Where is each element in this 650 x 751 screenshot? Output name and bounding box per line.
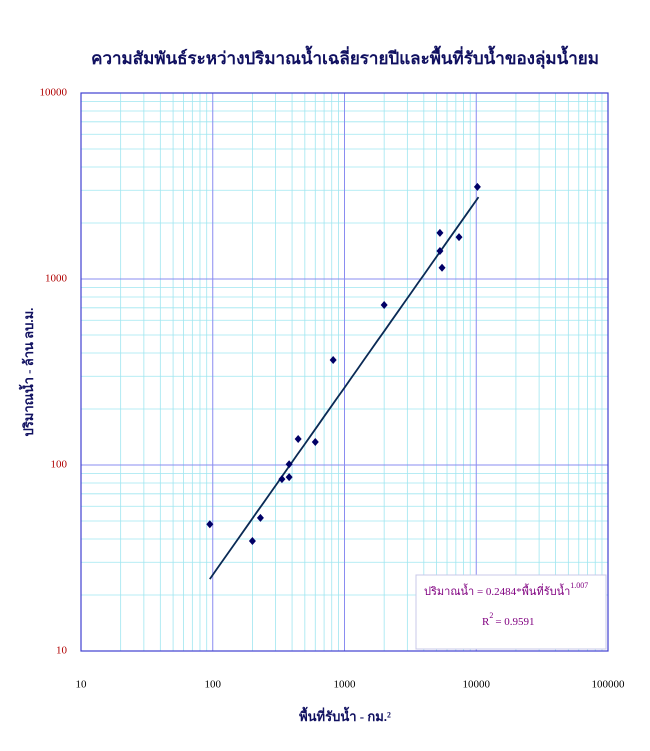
x-tick-label: 10 [76,679,88,691]
equation: ปริมาณน้ำ = 0.2484*พื้นที่รับน้ำ1.007 [424,581,588,598]
r-squared-value: = 0.9591 [495,616,534,628]
data-point [436,228,444,237]
data-point [473,182,481,191]
data-point [285,460,293,469]
x-tick-label: 100000 [592,679,626,691]
data-point [455,233,463,242]
x-tick-label: 10000 [463,679,491,691]
y-tick-label: 100 [51,459,68,471]
plot-border [80,92,609,652]
data-point [436,246,444,255]
y-tick-label: 10 [56,645,68,657]
r-squared-label: R [482,616,490,628]
data-point [294,434,302,443]
r-squared: R2= 0.9591 [482,611,535,628]
r-squared-power: 2 [489,611,493,620]
x-tick-label: 1000 [334,679,357,691]
equation-box [415,574,607,650]
data-point [256,513,264,522]
y-tick-label: 10000 [40,87,68,99]
data-point [285,473,293,482]
data-point [206,520,214,529]
data-point [380,300,388,309]
marks: ปริมาณน้ำ = 0.2484*พื้นที่รับน้ำ1.007 R2=… [206,182,607,650]
data-point [248,537,256,546]
data-point [278,475,286,484]
x-axis-title: พื้นที่รับน้ำ - กม.² [299,706,391,724]
data-point [438,263,446,272]
x-tick-label: 100 [205,679,222,691]
grid [80,92,609,652]
data-point [329,355,337,364]
trendline [209,196,480,580]
equation-power: 1.007 [570,581,588,590]
y-tick-label: 1000 [45,273,68,285]
chart-title: ความสัมพันธ์ระหว่างปริมาณน้ำเฉลี่ยรายปีแ… [91,45,599,69]
equation-text: ปริมาณน้ำ = 0.2484*พื้นที่รับน้ำ [424,583,570,598]
y-axis-title: ปริมาณน้ำ - ล้าน ลบ.ม. [18,308,36,437]
data-point [311,437,319,446]
